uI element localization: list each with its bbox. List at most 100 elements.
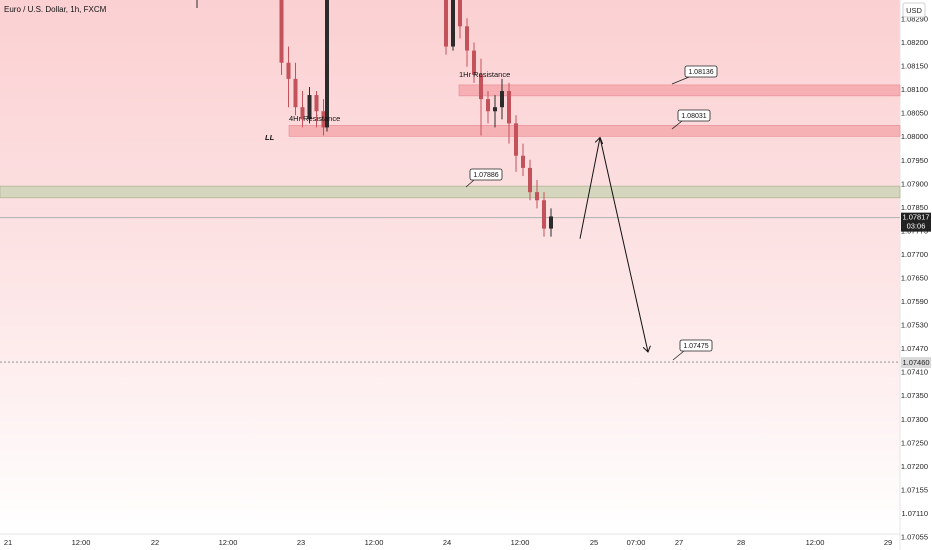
y-tick-label: 1.07700: [901, 250, 928, 259]
callout-pointer: [671, 120, 683, 130]
callout-box: [679, 339, 713, 352]
candle-body: [521, 155, 525, 168]
candle-body: [514, 123, 518, 156]
candle-body: [451, 0, 455, 47]
zone-1: [288, 125, 901, 137]
projection-arrow-down: [599, 137, 648, 352]
y-tick-label: 1.07110: [901, 509, 928, 518]
candle-body: [293, 78, 298, 108]
y-tick-label: 1.08100: [901, 85, 928, 94]
x-tick-label: 12:00: [511, 538, 530, 547]
x-tick-label: 25: [590, 538, 598, 547]
callout-box: [677, 109, 711, 122]
candle-body: [472, 50, 476, 75]
projection-arrow-up: [579, 138, 600, 239]
y-tick-label: 1.07200: [901, 462, 928, 471]
y-tick-label: 1.07155: [901, 485, 928, 494]
candle-body: [465, 26, 469, 51]
x-tick-label: 24: [443, 538, 451, 547]
price-axis[interactable]: 1.08290 1.08200 1.08150 1.08100 1.08050 1.080…: [901, 15, 928, 542]
y-tick-label: 1.07250: [901, 438, 928, 447]
callout-box: [684, 65, 718, 78]
y-tick-label: 1.07470: [901, 344, 928, 353]
y-tick-label: 1.08000: [901, 132, 928, 141]
candle-body: [500, 91, 504, 108]
zone-2: [0, 185, 901, 199]
candle-body: [321, 111, 326, 128]
y-tick-label: 1.08200: [901, 38, 928, 47]
y-tick-label: 1.07055: [901, 533, 928, 542]
x-tick-label: 23: [297, 538, 305, 547]
candle-body: [486, 99, 490, 112]
candle-body: [300, 107, 305, 120]
y-tick-label: 1.07950: [901, 156, 928, 165]
dotted-level-badge: 1.07460: [901, 357, 931, 369]
time-axis-background: [0, 534, 900, 550]
x-tick-label: 12:00: [365, 538, 384, 547]
candle-body: [307, 95, 312, 120]
candle-body: [549, 216, 553, 229]
candle-body: [479, 74, 483, 100]
candle-body: [542, 200, 546, 229]
callout-text: 1.08031: [681, 113, 706, 120]
candle-body: [314, 95, 319, 112]
x-tick-label: 22: [151, 538, 159, 547]
x-tick-label: 12:00: [72, 538, 91, 547]
y-tick-label: 1.07350: [901, 391, 928, 400]
y-tick-label: 1.07300: [901, 415, 928, 424]
callouts-layer: 1.08136 1.08031 1.07886 1.07475: [465, 65, 718, 361]
x-tick-label: 21: [4, 538, 12, 547]
candle-body: [458, 0, 462, 27]
y-tick-label: 1.07410: [901, 368, 928, 377]
y-tick-label: 1.08150: [901, 62, 928, 71]
current-price-label: 1.07817: [902, 213, 929, 222]
ll-marker: LL: [265, 133, 275, 142]
zone-label-1hr-resistance: 1Hr Resistance: [459, 70, 510, 79]
callout-box: [469, 168, 503, 181]
y-tick-label: 1.07650: [901, 274, 928, 283]
price-axis-background: [900, 0, 932, 550]
currency-button[interactable]: USD: [902, 2, 926, 18]
zone-label-4hr-resistance: 4Hr Resistance: [289, 114, 340, 123]
candle-body: [493, 107, 497, 112]
currency-label: USD: [906, 6, 922, 15]
callout-pointer: [671, 76, 690, 85]
candle-body: [507, 91, 511, 124]
candle-body: [279, 0, 284, 63]
candle-body: [535, 192, 539, 201]
projection-layer: [579, 137, 648, 352]
chart-title: Euro / U.S. Dollar, 1h, FXCM: [4, 5, 107, 14]
x-tick-label: 28: [737, 538, 745, 547]
x-tick-label: 29: [884, 538, 892, 547]
zone-0: [458, 84, 901, 97]
plot-background: [0, 0, 900, 534]
x-tick-label: 07:00: [627, 538, 646, 547]
x-tick-label: 12:00: [806, 538, 825, 547]
x-tick-label: 27: [675, 538, 683, 547]
candle-body: [325, 0, 329, 128]
countdown-label: 03:06: [907, 222, 926, 231]
zones-layer: [0, 84, 901, 199]
callout-text: 1.08136: [688, 69, 713, 76]
callout-text: 1.07886: [473, 172, 498, 179]
candle-body: [286, 62, 291, 79]
candle-body: [528, 167, 532, 193]
y-tick-label: 1.07850: [901, 203, 928, 212]
callout-pointer: [672, 350, 685, 361]
dotted-level-label: 1.07460: [902, 358, 929, 367]
candles-layer: [196, 0, 553, 237]
y-tick-label: 1.07530: [901, 321, 928, 330]
y-tick-label: 1.08050: [901, 109, 928, 118]
y-tick-label: 1.07590: [901, 297, 928, 306]
y-tick-label: 1.08290: [901, 15, 928, 24]
current-price-badge: 1.07817 03:06: [901, 212, 931, 232]
time-axis[interactable]: 21 12:00 22 12:00 23 12:00 24 12:00 25 07:00 27 28 1…: [4, 538, 892, 547]
callout-text: 1.07475: [683, 343, 708, 350]
x-tick-label: 12:00: [219, 538, 238, 547]
price-lines-layer: [0, 217, 900, 363]
candle-body: [444, 0, 448, 47]
y-tick-label: 1.07900: [901, 179, 928, 188]
callout-pointer: [465, 179, 475, 188]
